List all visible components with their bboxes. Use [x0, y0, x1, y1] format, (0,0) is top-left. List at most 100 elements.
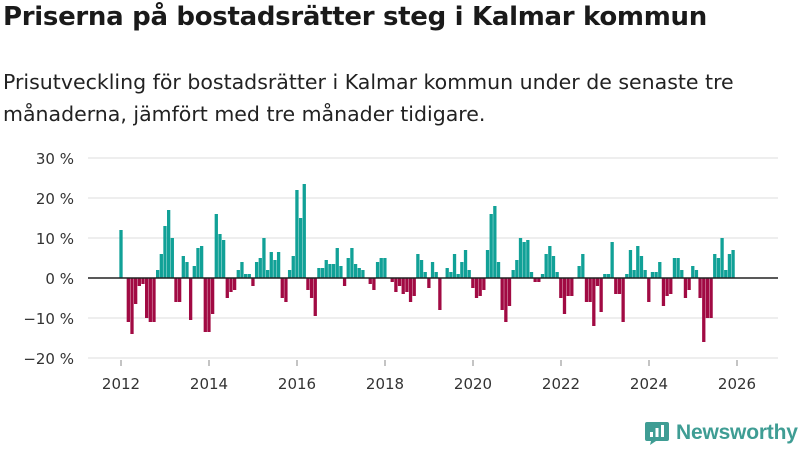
- bar: [566, 278, 570, 296]
- bar: [181, 256, 185, 278]
- bar: [137, 278, 141, 286]
- bar: [126, 278, 130, 322]
- bar: [489, 214, 493, 278]
- bar: [188, 278, 193, 320]
- x-tick-label: 2014: [190, 375, 228, 393]
- bar: [515, 260, 519, 278]
- bar: [529, 272, 534, 278]
- newsworthy-logo: Newsworthy: [644, 418, 798, 448]
- bar: [317, 268, 321, 278]
- bar: [309, 278, 314, 298]
- bar: [434, 272, 438, 278]
- bar: [588, 278, 592, 302]
- bar: [474, 278, 479, 298]
- bar: [401, 278, 405, 294]
- bar: [551, 256, 556, 278]
- bar: [405, 278, 409, 292]
- bar: [324, 260, 328, 278]
- bar: [628, 250, 633, 278]
- bar: [603, 274, 607, 278]
- y-tick-label: 30 %: [36, 150, 74, 168]
- bar: [654, 272, 658, 278]
- bar: [460, 262, 464, 278]
- bar: [225, 278, 229, 298]
- bar: [280, 278, 284, 298]
- x-tick-label: 2024: [630, 375, 668, 393]
- x-tick-label: 2020: [454, 375, 492, 393]
- bar: [639, 256, 644, 278]
- bar: [291, 256, 295, 278]
- bar: [452, 254, 457, 278]
- x-tick-label: 2012: [102, 375, 140, 393]
- bar: [595, 278, 600, 286]
- bar: [518, 238, 523, 278]
- bar: [592, 278, 596, 326]
- y-tick-label: 0 %: [45, 270, 74, 288]
- bar: [687, 278, 691, 290]
- bar: [339, 266, 343, 278]
- bar: [372, 278, 376, 290]
- bar: [423, 272, 427, 278]
- bar: [159, 254, 163, 278]
- bar: [555, 272, 559, 278]
- bar: [320, 268, 325, 278]
- bar: [658, 262, 662, 278]
- bar: [163, 226, 167, 278]
- bar: [559, 278, 563, 298]
- bar: [584, 278, 589, 302]
- bar: [214, 214, 218, 278]
- x-tick-label: 2026: [718, 375, 756, 393]
- bar: [298, 218, 303, 278]
- bar: [456, 274, 460, 278]
- bar: [284, 278, 288, 302]
- bar: [636, 246, 640, 278]
- bar: [346, 258, 350, 278]
- bar: [709, 278, 713, 318]
- bar: [361, 270, 365, 278]
- bar: [313, 278, 317, 316]
- bar: [287, 270, 292, 278]
- bar: [672, 258, 677, 278]
- bar: [218, 234, 222, 278]
- bar: [724, 270, 728, 278]
- bar: [221, 240, 226, 278]
- bar: [427, 278, 431, 288]
- bar: [328, 264, 332, 278]
- bar: [463, 250, 468, 278]
- bar: [680, 270, 684, 278]
- bar: [419, 260, 424, 278]
- bar: [669, 278, 673, 294]
- bar: [522, 242, 526, 278]
- bar: [167, 210, 171, 278]
- bar: [199, 246, 204, 278]
- bar: [247, 274, 251, 278]
- bar: [152, 278, 156, 322]
- bar: [482, 278, 486, 290]
- bar: [478, 278, 482, 296]
- x-tick-label: 2018: [366, 375, 404, 393]
- bar: [485, 250, 490, 278]
- bar: [394, 278, 398, 292]
- bar: [720, 238, 724, 278]
- bar: [716, 258, 721, 278]
- bar: [665, 278, 669, 296]
- bar: [647, 278, 651, 302]
- bar: [383, 258, 387, 278]
- bar: [353, 264, 358, 278]
- bar: [570, 278, 574, 296]
- bar: [606, 274, 611, 278]
- bar: [614, 278, 618, 294]
- bar: [148, 278, 152, 322]
- bar: [177, 278, 182, 302]
- bar: [207, 278, 211, 332]
- bar: [471, 278, 475, 288]
- bar: [273, 260, 277, 278]
- bar: [203, 278, 207, 332]
- newsworthy-logo-icon: [645, 422, 669, 445]
- bar: [500, 278, 504, 310]
- bar: [262, 238, 266, 278]
- bar: [610, 242, 614, 278]
- bar: [507, 278, 512, 306]
- bar: [368, 278, 372, 284]
